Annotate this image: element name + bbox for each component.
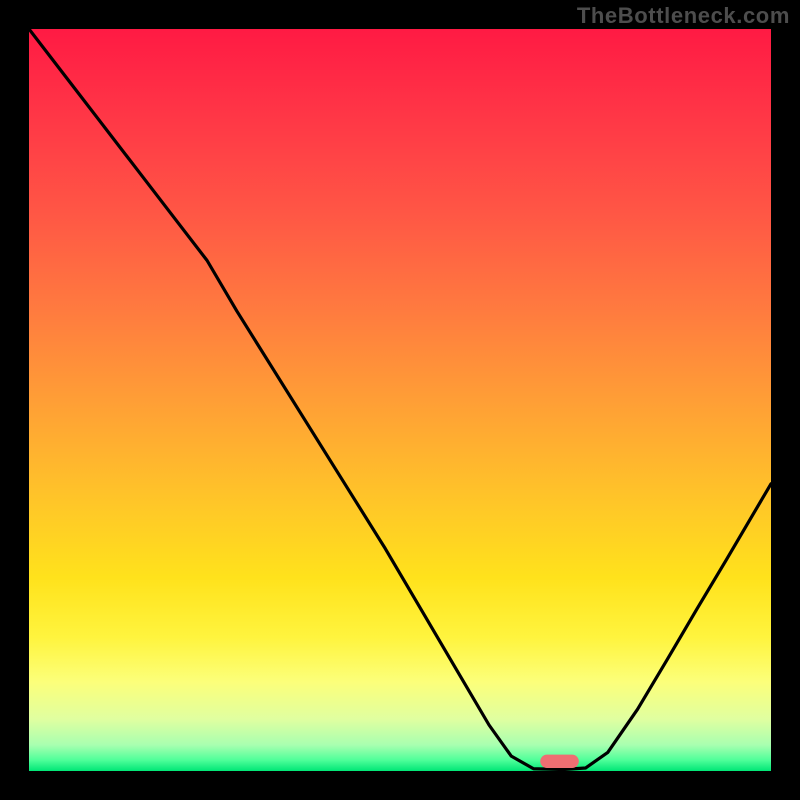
watermark-text: TheBottleneck.com <box>577 3 790 29</box>
chart-background <box>29 29 771 771</box>
chart-area <box>29 29 771 771</box>
stage: TheBottleneck.com <box>0 0 800 800</box>
bottleneck-chart <box>29 29 771 771</box>
optimal-point-marker <box>540 755 579 768</box>
